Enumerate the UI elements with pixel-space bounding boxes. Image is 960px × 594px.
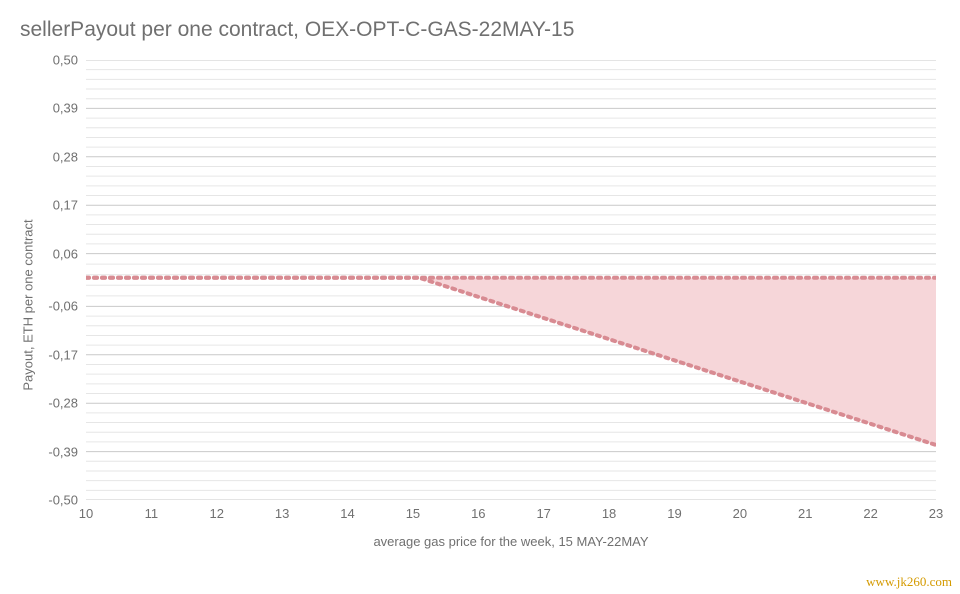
x-tick-label: 12	[210, 506, 224, 521]
x-tick-label: 16	[471, 506, 485, 521]
y-tick-label: 0,06	[53, 246, 78, 261]
payout-chart: sellerPayout per one contract, OEX-OPT-C…	[20, 18, 940, 549]
y-tick-label: 0,28	[53, 149, 78, 164]
y-tick-label: -0,28	[48, 396, 78, 411]
plot-area: -0,50-0,39-0,28-0,17-0,060,060,170,280,3…	[86, 60, 936, 500]
x-tick-label: 15	[406, 506, 420, 521]
y-tick-label: -0,39	[48, 444, 78, 459]
x-tick-label: 21	[798, 506, 812, 521]
chart-svg	[86, 60, 936, 500]
x-tick-label: 13	[275, 506, 289, 521]
y-tick-label: 0,50	[53, 53, 78, 68]
x-tick-label: 23	[929, 506, 943, 521]
x-tick-label: 22	[863, 506, 877, 521]
x-tick-label: 11	[145, 506, 159, 521]
y-tick-label: -0,06	[48, 299, 78, 314]
x-tick-label: 14	[340, 506, 354, 521]
y-tick-label: -0,17	[48, 347, 78, 362]
y-tick-label: 0,17	[53, 198, 78, 213]
x-tick-label: 20	[733, 506, 747, 521]
x-tick-label: 19	[667, 506, 681, 521]
y-tick-label: -0,50	[48, 493, 78, 508]
x-axis-label: average gas price for the week, 15 MAY-2…	[86, 534, 936, 549]
x-tick-label: 10	[79, 506, 93, 521]
x-tick-labels: 1011121314151617181920212223	[86, 506, 936, 522]
plot-wrap: Payout, ETH per one contract -0,50-0,39-…	[42, 60, 940, 549]
y-axis-label: Payout, ETH per one contract	[21, 219, 36, 390]
y-tick-label: 0,39	[53, 101, 78, 116]
x-tick-label: 17	[536, 506, 550, 521]
watermark: www.jk260.com	[866, 574, 952, 590]
chart-title: sellerPayout per one contract, OEX-OPT-C…	[20, 18, 940, 42]
x-tick-label: 18	[602, 506, 616, 521]
